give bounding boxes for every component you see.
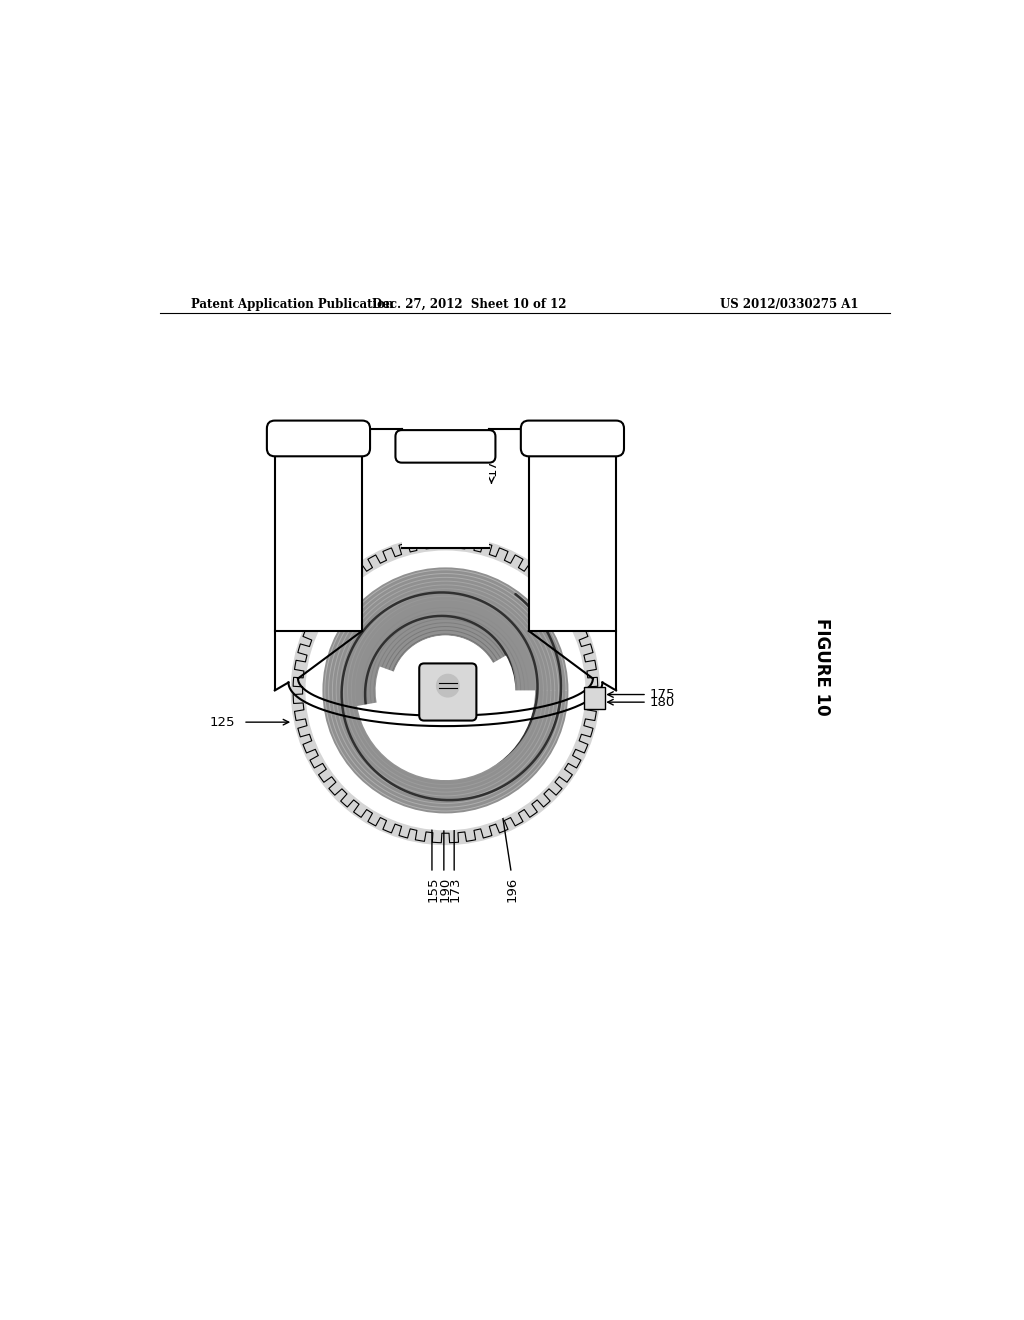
Text: 120: 120 xyxy=(566,450,580,477)
Text: 175: 175 xyxy=(649,688,675,701)
Polygon shape xyxy=(401,437,489,548)
Text: Dec. 27, 2012  Sheet 10 of 12: Dec. 27, 2012 Sheet 10 of 12 xyxy=(372,298,566,312)
Circle shape xyxy=(391,636,500,744)
Wedge shape xyxy=(357,690,536,780)
Polygon shape xyxy=(293,539,598,842)
Text: 125: 125 xyxy=(210,715,236,729)
FancyBboxPatch shape xyxy=(419,664,476,721)
Text: 115: 115 xyxy=(436,450,449,477)
Text: 155: 155 xyxy=(426,876,439,903)
Text: 190: 190 xyxy=(438,876,452,902)
Text: Patent Application Publication: Patent Application Publication xyxy=(191,298,394,312)
FancyBboxPatch shape xyxy=(395,430,496,462)
Polygon shape xyxy=(274,429,362,631)
Polygon shape xyxy=(528,429,616,631)
Circle shape xyxy=(306,552,585,829)
Circle shape xyxy=(436,675,459,697)
Circle shape xyxy=(323,568,568,813)
FancyBboxPatch shape xyxy=(267,421,370,457)
Text: 180: 180 xyxy=(649,696,675,709)
FancyBboxPatch shape xyxy=(521,421,624,457)
Circle shape xyxy=(391,636,500,744)
Wedge shape xyxy=(376,656,515,760)
Circle shape xyxy=(291,536,600,845)
Text: 196: 196 xyxy=(506,876,518,902)
Text: US 2012/0330275 A1: US 2012/0330275 A1 xyxy=(720,298,858,312)
Text: 170: 170 xyxy=(485,450,499,477)
Text: 120: 120 xyxy=(310,450,324,477)
Text: FIGURE 10: FIGURE 10 xyxy=(813,618,831,715)
Text: 173: 173 xyxy=(449,876,462,903)
FancyBboxPatch shape xyxy=(585,688,605,709)
